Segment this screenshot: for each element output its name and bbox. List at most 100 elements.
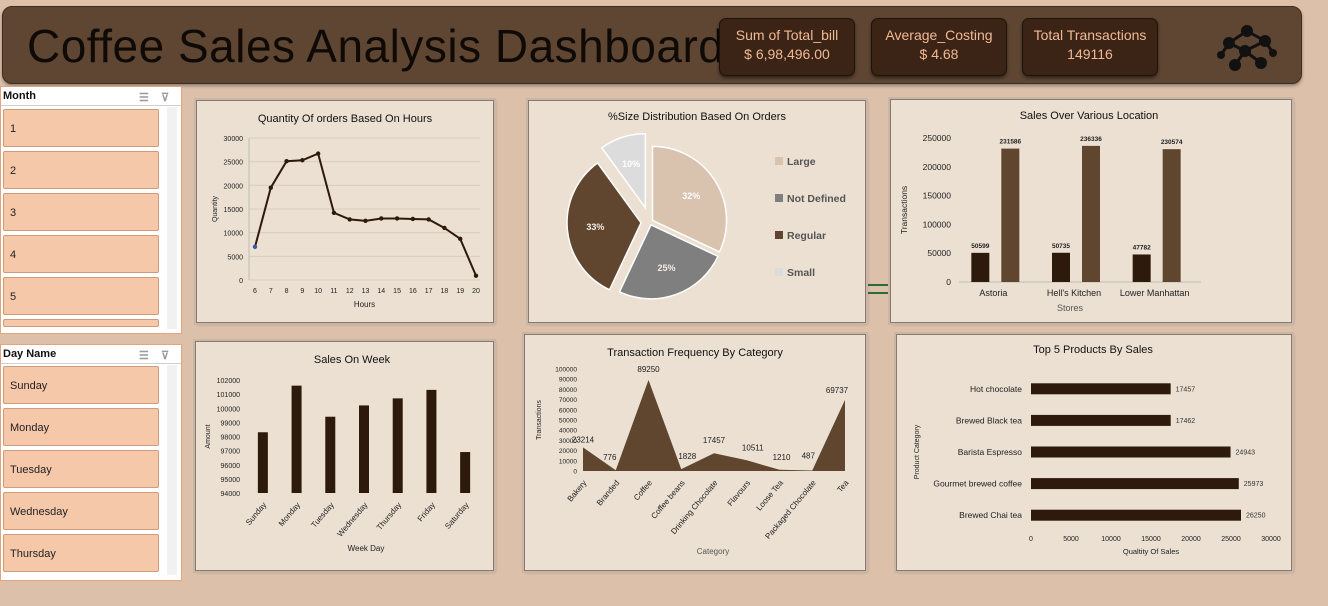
month-item-3[interactable]: 3	[3, 193, 159, 231]
y-tick-label: 80000	[559, 387, 577, 394]
kpi-label: Total Transactions	[1033, 27, 1147, 43]
month-item-1[interactable]: 1	[3, 109, 159, 147]
y-axis-label: Transactions	[536, 400, 543, 440]
network-icon	[1217, 25, 1277, 71]
chart-title: Top 5 Products By Sales	[1033, 344, 1153, 356]
y-tick-label: 250000	[923, 133, 952, 143]
kpi-value: 149116	[1067, 46, 1113, 62]
products-chart-panel[interactable]: Top 5 Products By Sales 17457 Hot chocolat…	[894, 332, 1294, 573]
data-point	[458, 236, 463, 242]
day-slicer-header: Day Name ☰ ⊽	[1, 345, 181, 364]
dashboard-title: Coffee Sales Analysis Dashboard	[27, 20, 725, 72]
x-tick-label: 16	[409, 288, 417, 295]
x-tick-label: 30000	[1261, 536, 1281, 543]
y-tick-label: 20000	[559, 448, 577, 455]
day-slicer-scrollbar[interactable]	[167, 365, 177, 575]
data-point	[284, 158, 289, 164]
bar	[460, 452, 471, 493]
connector-line	[865, 292, 889, 294]
y-tick-label: 50000	[559, 418, 577, 425]
legend-label: Small	[787, 267, 815, 279]
legend-swatch	[775, 157, 783, 165]
data-point	[252, 244, 258, 250]
data-label: 50599	[971, 243, 989, 250]
y-tick-label: 70000	[559, 397, 577, 404]
x-tick-label: Saturday	[443, 501, 470, 531]
y-tick-label: 100000	[217, 406, 240, 413]
y-tick-label: Barista Espresso	[958, 447, 1023, 457]
data-label: 1210	[773, 453, 791, 462]
kpi-label: Average_Costing	[885, 27, 993, 43]
y-axis-label: Transactions	[899, 186, 909, 234]
data-label: 10511	[742, 443, 764, 452]
clear-filter-icon[interactable]: ⊽	[161, 92, 170, 104]
x-tick-label: Flavours	[726, 479, 753, 508]
size-chart-panel[interactable]: %Size Distribution Based On Orders 32% 25%…	[526, 98, 868, 325]
week-chart-panel[interactable]: Sales On Week 94000 95000 96000 97000 98000 99…	[193, 339, 496, 573]
data-point	[473, 273, 479, 278]
y-tick-label: 0	[946, 277, 951, 287]
x-tick-label: Coffee	[632, 478, 654, 502]
y-tick-label: 100000	[555, 367, 577, 374]
location-chart-panel[interactable]: Sales Over Various Location 0 50000 100000 1…	[888, 97, 1294, 325]
day-item-thursday[interactable]: Thursday	[3, 534, 159, 572]
month-item-2[interactable]: 2	[3, 151, 159, 189]
pie-slice	[618, 223, 719, 300]
month-item-4[interactable]: 4	[3, 235, 159, 273]
data-point	[394, 216, 400, 221]
day-slicer-title: Day Name	[3, 348, 57, 360]
bar	[325, 416, 336, 493]
x-tick-label: 15000	[1141, 536, 1161, 543]
day-item-monday[interactable]: Monday	[3, 408, 159, 446]
x-tick-label: 19	[456, 288, 464, 295]
legend-label: Not Defined	[787, 193, 846, 205]
pie-slice	[651, 145, 728, 253]
y-tick-label: 50000	[927, 248, 951, 258]
day-item-tuesday[interactable]: Tuesday	[3, 450, 159, 488]
x-tick-label: 12	[346, 288, 354, 295]
data-label: 25973	[1244, 481, 1264, 488]
data-label: 487	[802, 452, 816, 461]
month-item-partial[interactable]	[3, 319, 159, 327]
x-axis-label: Stores	[1057, 303, 1084, 313]
day-item-sunday[interactable]: Sunday	[3, 366, 159, 404]
data-label: 776	[603, 453, 617, 462]
clear-filter-icon[interactable]: ⊽	[161, 350, 170, 362]
bar	[1031, 383, 1171, 395]
y-tick-label: Gourmet brewed coffee	[933, 479, 1022, 489]
data-label: 236336	[1080, 136, 1102, 143]
month-slicer-scrollbar[interactable]	[167, 107, 177, 329]
y-tick-label: 25000	[224, 160, 244, 167]
kpi-average-costing[interactable]: Average_Costing $ 4.68	[871, 18, 1007, 76]
bar	[971, 252, 990, 282]
day-item-wednesday[interactable]: Wednesday	[3, 492, 159, 530]
data-label: 69737	[826, 386, 849, 395]
data-label: 17462	[1176, 418, 1196, 425]
hours-chart-panel[interactable]: Quantity Of orders Based On Hours 0 5000 10…	[194, 98, 496, 325]
y-tick-label: 100000	[923, 219, 952, 229]
data-point	[331, 210, 337, 215]
x-tick-label: Tea	[835, 478, 851, 494]
x-tick-label: Wednesday	[336, 501, 370, 539]
multi-select-icon[interactable]: ☰	[139, 350, 149, 362]
y-axis-label: Amount	[205, 424, 212, 448]
hours-line-chart: Quantity Of orders Based On Hours 0 5000 10…	[212, 113, 480, 309]
data-label: 47782	[1133, 244, 1151, 251]
category-chart-panel[interactable]: Transaction Frequency By Category 0 10000 2…	[522, 332, 868, 573]
bar	[1031, 446, 1231, 458]
legend-swatch	[775, 231, 783, 239]
legend-label: Regular	[787, 230, 826, 242]
kpi-total-transactions[interactable]: Total Transactions 149116	[1022, 18, 1158, 76]
x-tick-label: 7	[269, 288, 273, 295]
data-label: 50735	[1052, 243, 1070, 250]
multi-select-icon[interactable]: ☰	[139, 92, 149, 104]
x-tick-label: 6	[253, 288, 257, 295]
y-tick-label: 98000	[221, 435, 241, 442]
x-tick-label: 10000	[1101, 536, 1121, 543]
y-tick-label: Brewed Black tea	[956, 415, 1022, 425]
bar	[257, 432, 268, 493]
month-item-5[interactable]: 5	[3, 277, 159, 315]
kpi-total-bill[interactable]: Sum of Total_bill $ 6,98,496.00	[719, 18, 855, 76]
data-point	[268, 185, 273, 190]
x-axis-label: Category	[697, 547, 729, 556]
